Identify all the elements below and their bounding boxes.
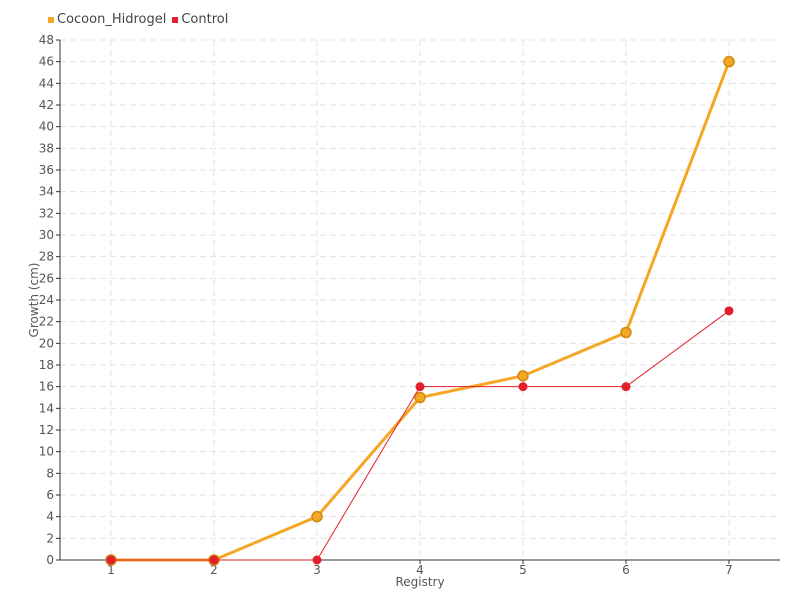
y-axis-title: Growth (cm) (27, 263, 41, 338)
y-tick-label: 44 (39, 76, 54, 90)
data-point-control[interactable] (312, 555, 322, 565)
legend-swatch-cocoon-hidrogel (48, 16, 54, 23)
y-tick-label: 36 (39, 163, 54, 177)
x-tick-label: 4 (416, 563, 424, 577)
x-tick-label: 6 (622, 563, 630, 577)
data-point-cocoon-hidrogel[interactable] (517, 370, 529, 382)
x-tick-label: 2 (210, 563, 218, 577)
y-tick-label: 8 (46, 466, 54, 480)
y-tick-label: 30 (39, 228, 54, 242)
y-tick-label: 0 (46, 553, 54, 567)
y-tick-label: 2 (46, 531, 54, 545)
y-tick-label: 16 (39, 380, 54, 394)
chart-legend: Cocoon_Hidrogel Control (48, 12, 228, 27)
y-tick-label: 4 (46, 510, 54, 524)
y-tick-label: 48 (39, 33, 54, 47)
data-point-control[interactable] (621, 382, 631, 392)
x-axis-title: Registry (395, 575, 444, 589)
y-tick-label: 18 (39, 358, 54, 372)
y-tick-label: 14 (39, 401, 54, 415)
y-tick-label: 46 (39, 55, 54, 69)
y-tick-label: 32 (39, 206, 54, 220)
data-point-control[interactable] (415, 382, 425, 392)
y-tick-label: 22 (39, 315, 54, 329)
y-tick-label: 40 (39, 120, 54, 134)
legend-label-cocoon-hidrogel: Cocoon_Hidrogel (57, 12, 167, 27)
y-tick-label: 38 (39, 141, 54, 155)
legend-swatch-control (172, 16, 179, 23)
y-tick-label: 20 (39, 336, 54, 350)
y-tick-label: 24 (39, 293, 54, 307)
y-tick-label: 6 (46, 488, 54, 502)
legend-label-control: Control (181, 12, 229, 27)
axis-layer: 0246810121416182022242628303234363840424… (39, 33, 780, 577)
data-point-control[interactable] (209, 555, 219, 565)
data-point-control[interactable] (518, 382, 528, 392)
data-point-control[interactable] (106, 555, 116, 565)
y-tick-label: 26 (39, 271, 54, 285)
legend-item-cocoon-hidrogel[interactable]: Cocoon_Hidrogel (48, 12, 166, 27)
x-tick-label: 3 (313, 563, 321, 577)
y-tick-label: 28 (39, 250, 54, 264)
data-point-control[interactable] (724, 306, 734, 316)
y-tick-label: 34 (39, 185, 54, 199)
grid-layer (60, 39, 780, 560)
y-tick-label: 10 (39, 445, 54, 459)
data-point-cocoon-hidrogel[interactable] (414, 391, 426, 404)
y-tick-label: 12 (39, 423, 54, 437)
series-layer (105, 55, 735, 566)
x-tick-label: 5 (519, 563, 527, 577)
legend-item-control[interactable]: Control (172, 12, 228, 27)
x-tick-label: 1 (107, 563, 115, 577)
data-point-cocoon-hidrogel[interactable] (311, 510, 323, 523)
x-tick-label: 7 (725, 563, 733, 577)
data-point-cocoon-hidrogel[interactable] (620, 326, 632, 339)
data-point-cocoon-hidrogel[interactable] (723, 55, 735, 68)
y-tick-label: 42 (39, 98, 54, 112)
